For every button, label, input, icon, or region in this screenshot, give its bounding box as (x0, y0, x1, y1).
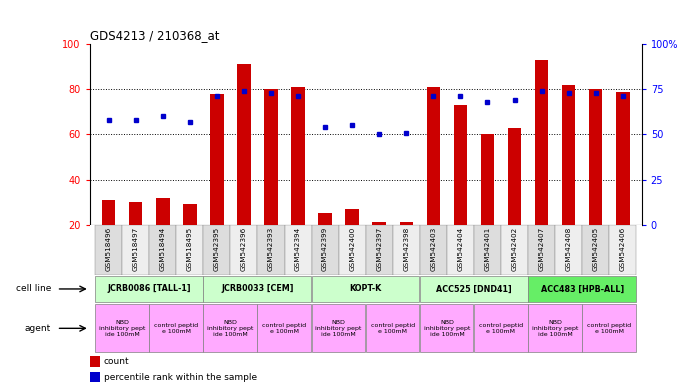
Bar (616, 91, 629, 225)
Bar (90, 356, 99, 367)
Bar (284, 225, 312, 275)
Text: GSM542403: GSM542403 (431, 227, 436, 271)
Text: GSM518496: GSM518496 (106, 227, 112, 271)
Text: ACC525 [DND41]: ACC525 [DND41] (436, 285, 512, 293)
Text: KOPT-K: KOPT-K (350, 285, 382, 293)
Bar (393, 225, 420, 275)
Bar (474, 225, 501, 275)
Text: count: count (104, 358, 129, 366)
Bar (291, 87, 305, 225)
Text: NBD
inhibitory pept
ide 100mM: NBD inhibitory pept ide 100mM (532, 320, 578, 337)
Bar (420, 225, 447, 275)
Bar (582, 225, 609, 275)
Text: GSM542398: GSM542398 (403, 227, 409, 271)
Text: GSM542394: GSM542394 (295, 227, 301, 271)
Text: JCRB0086 [TALL-1]: JCRB0086 [TALL-1] (108, 285, 191, 293)
Bar (312, 276, 420, 302)
Bar (366, 305, 420, 352)
Bar (447, 225, 474, 275)
Text: JCRB0033 [CEM]: JCRB0033 [CEM] (221, 285, 294, 293)
Bar (474, 305, 528, 352)
Text: GSM542399: GSM542399 (322, 227, 328, 271)
Text: control peptid
e 100mM: control peptid e 100mM (587, 323, 631, 334)
Text: GSM542401: GSM542401 (484, 227, 491, 271)
Text: control peptid
e 100mM: control peptid e 100mM (479, 323, 523, 334)
Bar (508, 127, 521, 225)
Bar (204, 305, 257, 352)
Bar (528, 225, 555, 275)
Bar (204, 225, 230, 275)
Text: GSM542396: GSM542396 (241, 227, 247, 271)
Bar (535, 60, 549, 225)
Text: GSM542400: GSM542400 (349, 227, 355, 271)
Text: GSM518497: GSM518497 (132, 227, 139, 271)
Bar (501, 225, 528, 275)
Bar (312, 305, 365, 352)
Text: GSM542404: GSM542404 (457, 227, 464, 271)
Text: GSM542406: GSM542406 (620, 227, 626, 271)
Text: NBD
inhibitory pept
ide 100mM: NBD inhibitory pept ide 100mM (207, 320, 254, 337)
Text: agent: agent (25, 324, 51, 333)
Bar (373, 222, 386, 225)
Text: GSM542397: GSM542397 (376, 227, 382, 271)
Bar (95, 276, 203, 302)
Bar (420, 276, 528, 302)
Bar (183, 204, 197, 225)
Text: GSM542402: GSM542402 (511, 227, 518, 271)
Bar (312, 225, 339, 275)
Bar (122, 225, 149, 275)
Text: GSM542407: GSM542407 (539, 227, 544, 271)
Text: percentile rank within the sample: percentile rank within the sample (104, 373, 257, 382)
Bar (90, 372, 99, 382)
Text: NBD
inhibitory pept
ide 100mM: NBD inhibitory pept ide 100mM (424, 320, 470, 337)
Bar (528, 305, 582, 352)
Bar (562, 85, 575, 225)
Bar (257, 305, 311, 352)
Bar (149, 225, 176, 275)
Bar (176, 225, 204, 275)
Bar (426, 87, 440, 225)
Bar (339, 225, 366, 275)
Bar (149, 305, 203, 352)
Bar (257, 225, 284, 275)
Bar (481, 134, 494, 225)
Text: GSM518494: GSM518494 (160, 227, 166, 271)
Bar (609, 225, 636, 275)
Bar (555, 225, 582, 275)
Bar (237, 65, 250, 225)
Text: GSM542393: GSM542393 (268, 227, 274, 271)
Bar (420, 305, 473, 352)
Bar (589, 89, 602, 225)
Text: control peptid
e 100mM: control peptid e 100mM (371, 323, 415, 334)
Bar (582, 305, 635, 352)
Bar (95, 305, 148, 352)
Bar (453, 105, 467, 225)
Text: control peptid
e 100mM: control peptid e 100mM (262, 323, 306, 334)
Bar (156, 197, 170, 225)
Text: GSM542405: GSM542405 (593, 227, 599, 271)
Bar (366, 225, 393, 275)
Bar (129, 202, 142, 225)
Bar (95, 225, 122, 275)
Bar (102, 200, 115, 225)
Text: GSM542408: GSM542408 (566, 227, 571, 271)
Text: GSM542395: GSM542395 (214, 227, 220, 271)
Text: control peptid
e 100mM: control peptid e 100mM (155, 323, 198, 334)
Bar (230, 225, 257, 275)
Text: cell line: cell line (16, 285, 51, 293)
Bar (528, 276, 635, 302)
Bar (204, 276, 311, 302)
Text: GDS4213 / 210368_at: GDS4213 / 210368_at (90, 28, 219, 41)
Bar (400, 222, 413, 225)
Text: GSM518495: GSM518495 (187, 227, 193, 271)
Bar (210, 94, 224, 225)
Bar (346, 209, 359, 225)
Text: NBD
inhibitory pept
ide 100mM: NBD inhibitory pept ide 100mM (315, 320, 362, 337)
Bar (318, 214, 332, 225)
Bar (264, 89, 278, 225)
Text: NBD
inhibitory pept
ide 100mM: NBD inhibitory pept ide 100mM (99, 320, 146, 337)
Text: ACC483 [HPB-ALL]: ACC483 [HPB-ALL] (540, 285, 624, 293)
